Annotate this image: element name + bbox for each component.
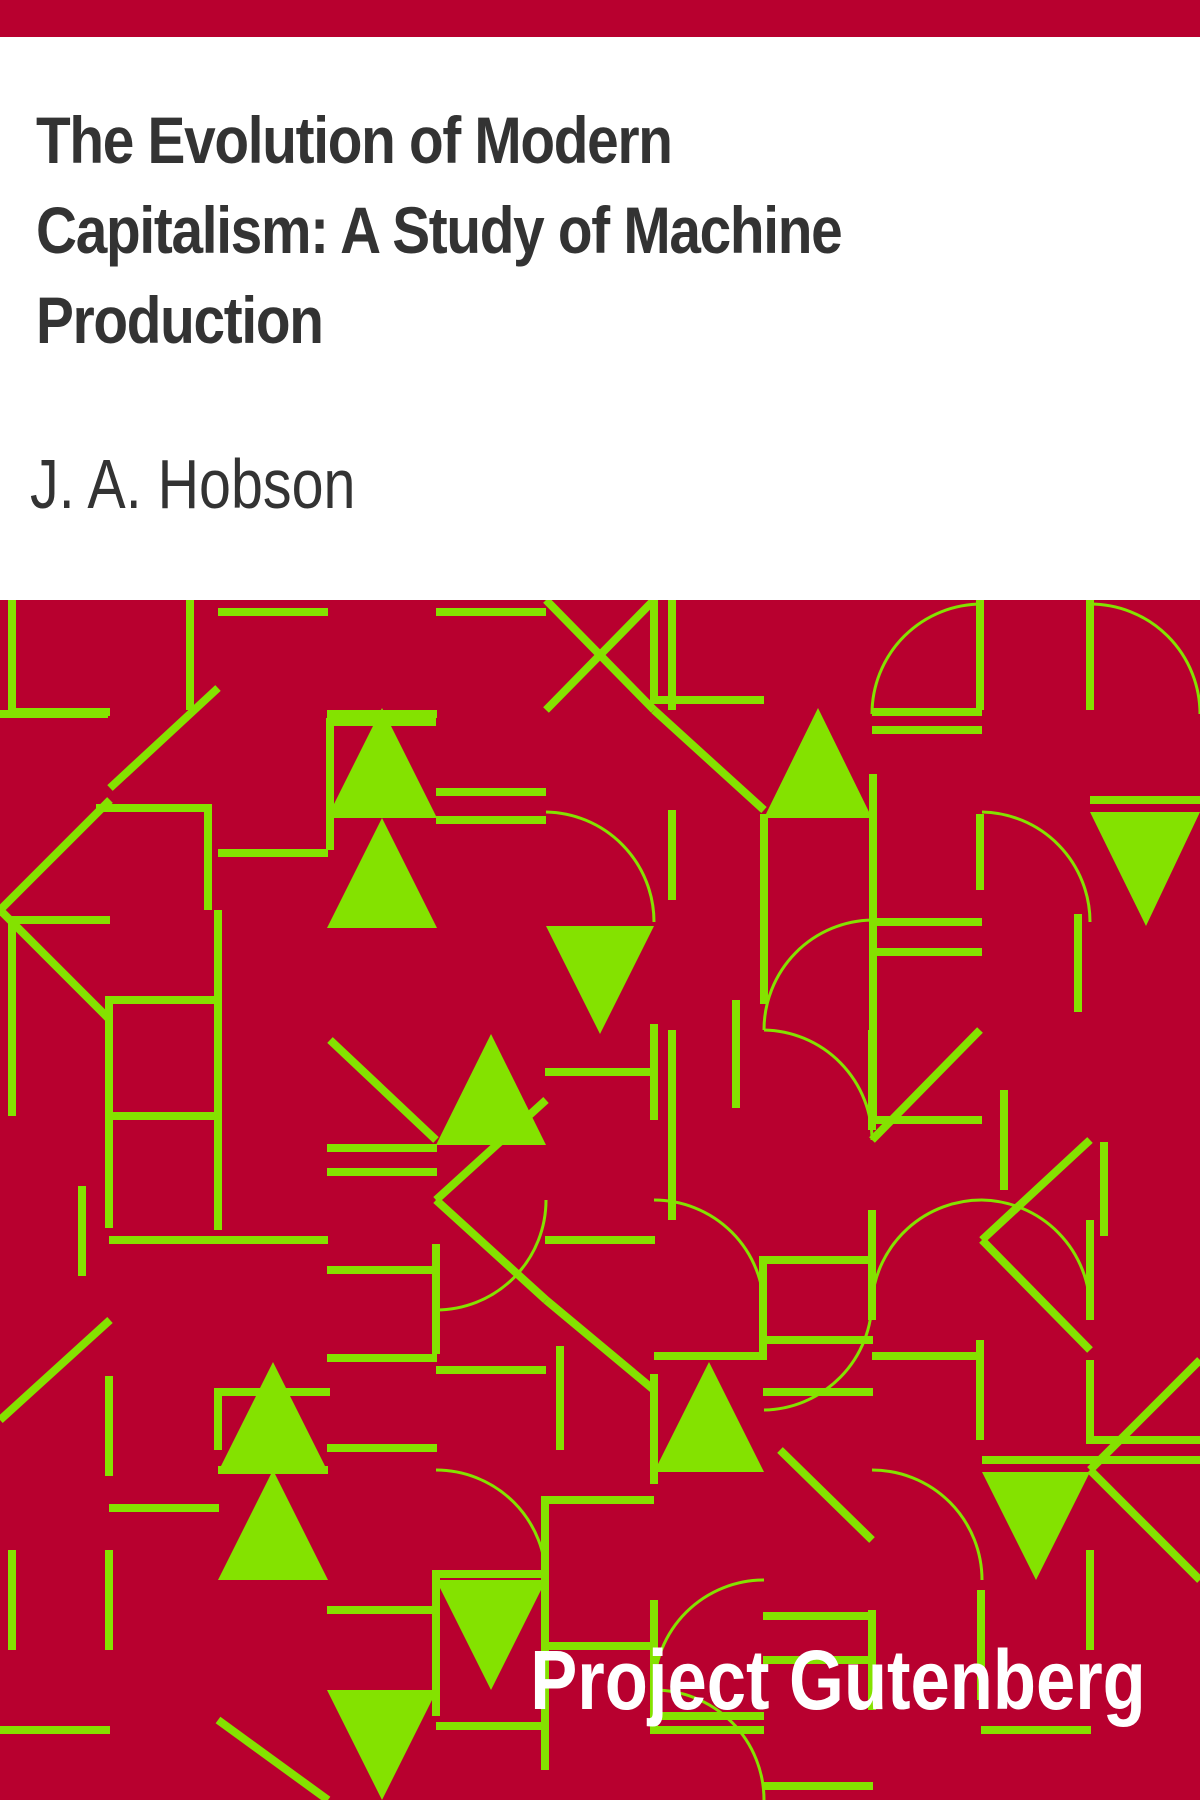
book-author: J. A. Hobson (30, 445, 356, 523)
pattern-bracket (541, 1496, 654, 1690)
pattern-triangle (327, 708, 437, 818)
pattern-bracket (650, 1600, 764, 1734)
pattern-arc (653, 1688, 766, 1800)
pattern-bracket (105, 996, 222, 1230)
pattern-line (327, 1037, 439, 1143)
pattern-bracket (1086, 1360, 1200, 1444)
pattern-line (0, 797, 113, 913)
pattern-arc (763, 1299, 874, 1412)
pattern-arc (871, 1468, 984, 1581)
pattern-bracket (326, 718, 436, 850)
pattern-bracket (96, 804, 212, 910)
pattern-arc (653, 1198, 766, 1311)
pattern-triangle (218, 1470, 328, 1580)
pattern-bracket (650, 600, 764, 704)
pattern-arc (981, 1198, 1092, 1311)
pattern-arc (652, 1578, 765, 1691)
pattern-line (215, 1716, 331, 1800)
pattern-line (433, 1197, 549, 1303)
geometric-pattern-panel (0, 600, 1200, 1800)
pattern-line (107, 685, 221, 791)
pattern-line (1087, 1357, 1200, 1473)
pattern-triangle (764, 708, 872, 818)
pattern-line (543, 600, 657, 713)
pattern-triangle (546, 926, 654, 1034)
pattern-line (777, 1447, 875, 1543)
pattern-line (0, 1317, 113, 1423)
pattern-line (651, 707, 767, 813)
pattern-arc (545, 810, 656, 923)
pattern-bracket (759, 1256, 873, 1360)
pattern-bracket (432, 1570, 546, 1716)
pattern-line (0, 907, 113, 1023)
pattern-arc (981, 810, 1092, 923)
pattern-triangle (1090, 812, 1200, 926)
pattern-bracket (869, 774, 982, 1124)
pattern-line (1087, 1467, 1200, 1583)
pattern-triangle (436, 1034, 546, 1145)
pattern-triangle (327, 1690, 437, 1800)
pattern-arc (762, 918, 873, 1031)
pattern-triangle (982, 1472, 1090, 1580)
pattern-triangle (327, 818, 437, 928)
geometric-pattern (0, 600, 1200, 1800)
pattern-triangle (218, 1362, 328, 1472)
top-accent-band (0, 0, 1200, 37)
pattern-line (979, 1137, 1093, 1243)
pattern-arc (435, 1199, 548, 1312)
pattern-line (869, 1027, 983, 1143)
pattern-arc (870, 1198, 983, 1301)
pattern-triangle (436, 1580, 546, 1690)
pattern-arc (1089, 602, 1200, 715)
publisher-logo-text: Project Gutenberg (530, 1633, 1146, 1727)
pattern-bracket (8, 600, 110, 716)
pattern-arc (870, 602, 983, 715)
pattern-line (543, 1296, 657, 1394)
pattern-bracket (214, 1388, 330, 1450)
title-panel: The Evolution of Modern Capitalism: A St… (0, 37, 1200, 600)
pattern-arc (435, 1468, 548, 1581)
book-title: The Evolution of Modern Capitalism: A St… (36, 103, 843, 357)
pattern-line (979, 1237, 1093, 1353)
pattern-triangle (654, 1362, 764, 1472)
pattern-arc (763, 1028, 874, 1141)
